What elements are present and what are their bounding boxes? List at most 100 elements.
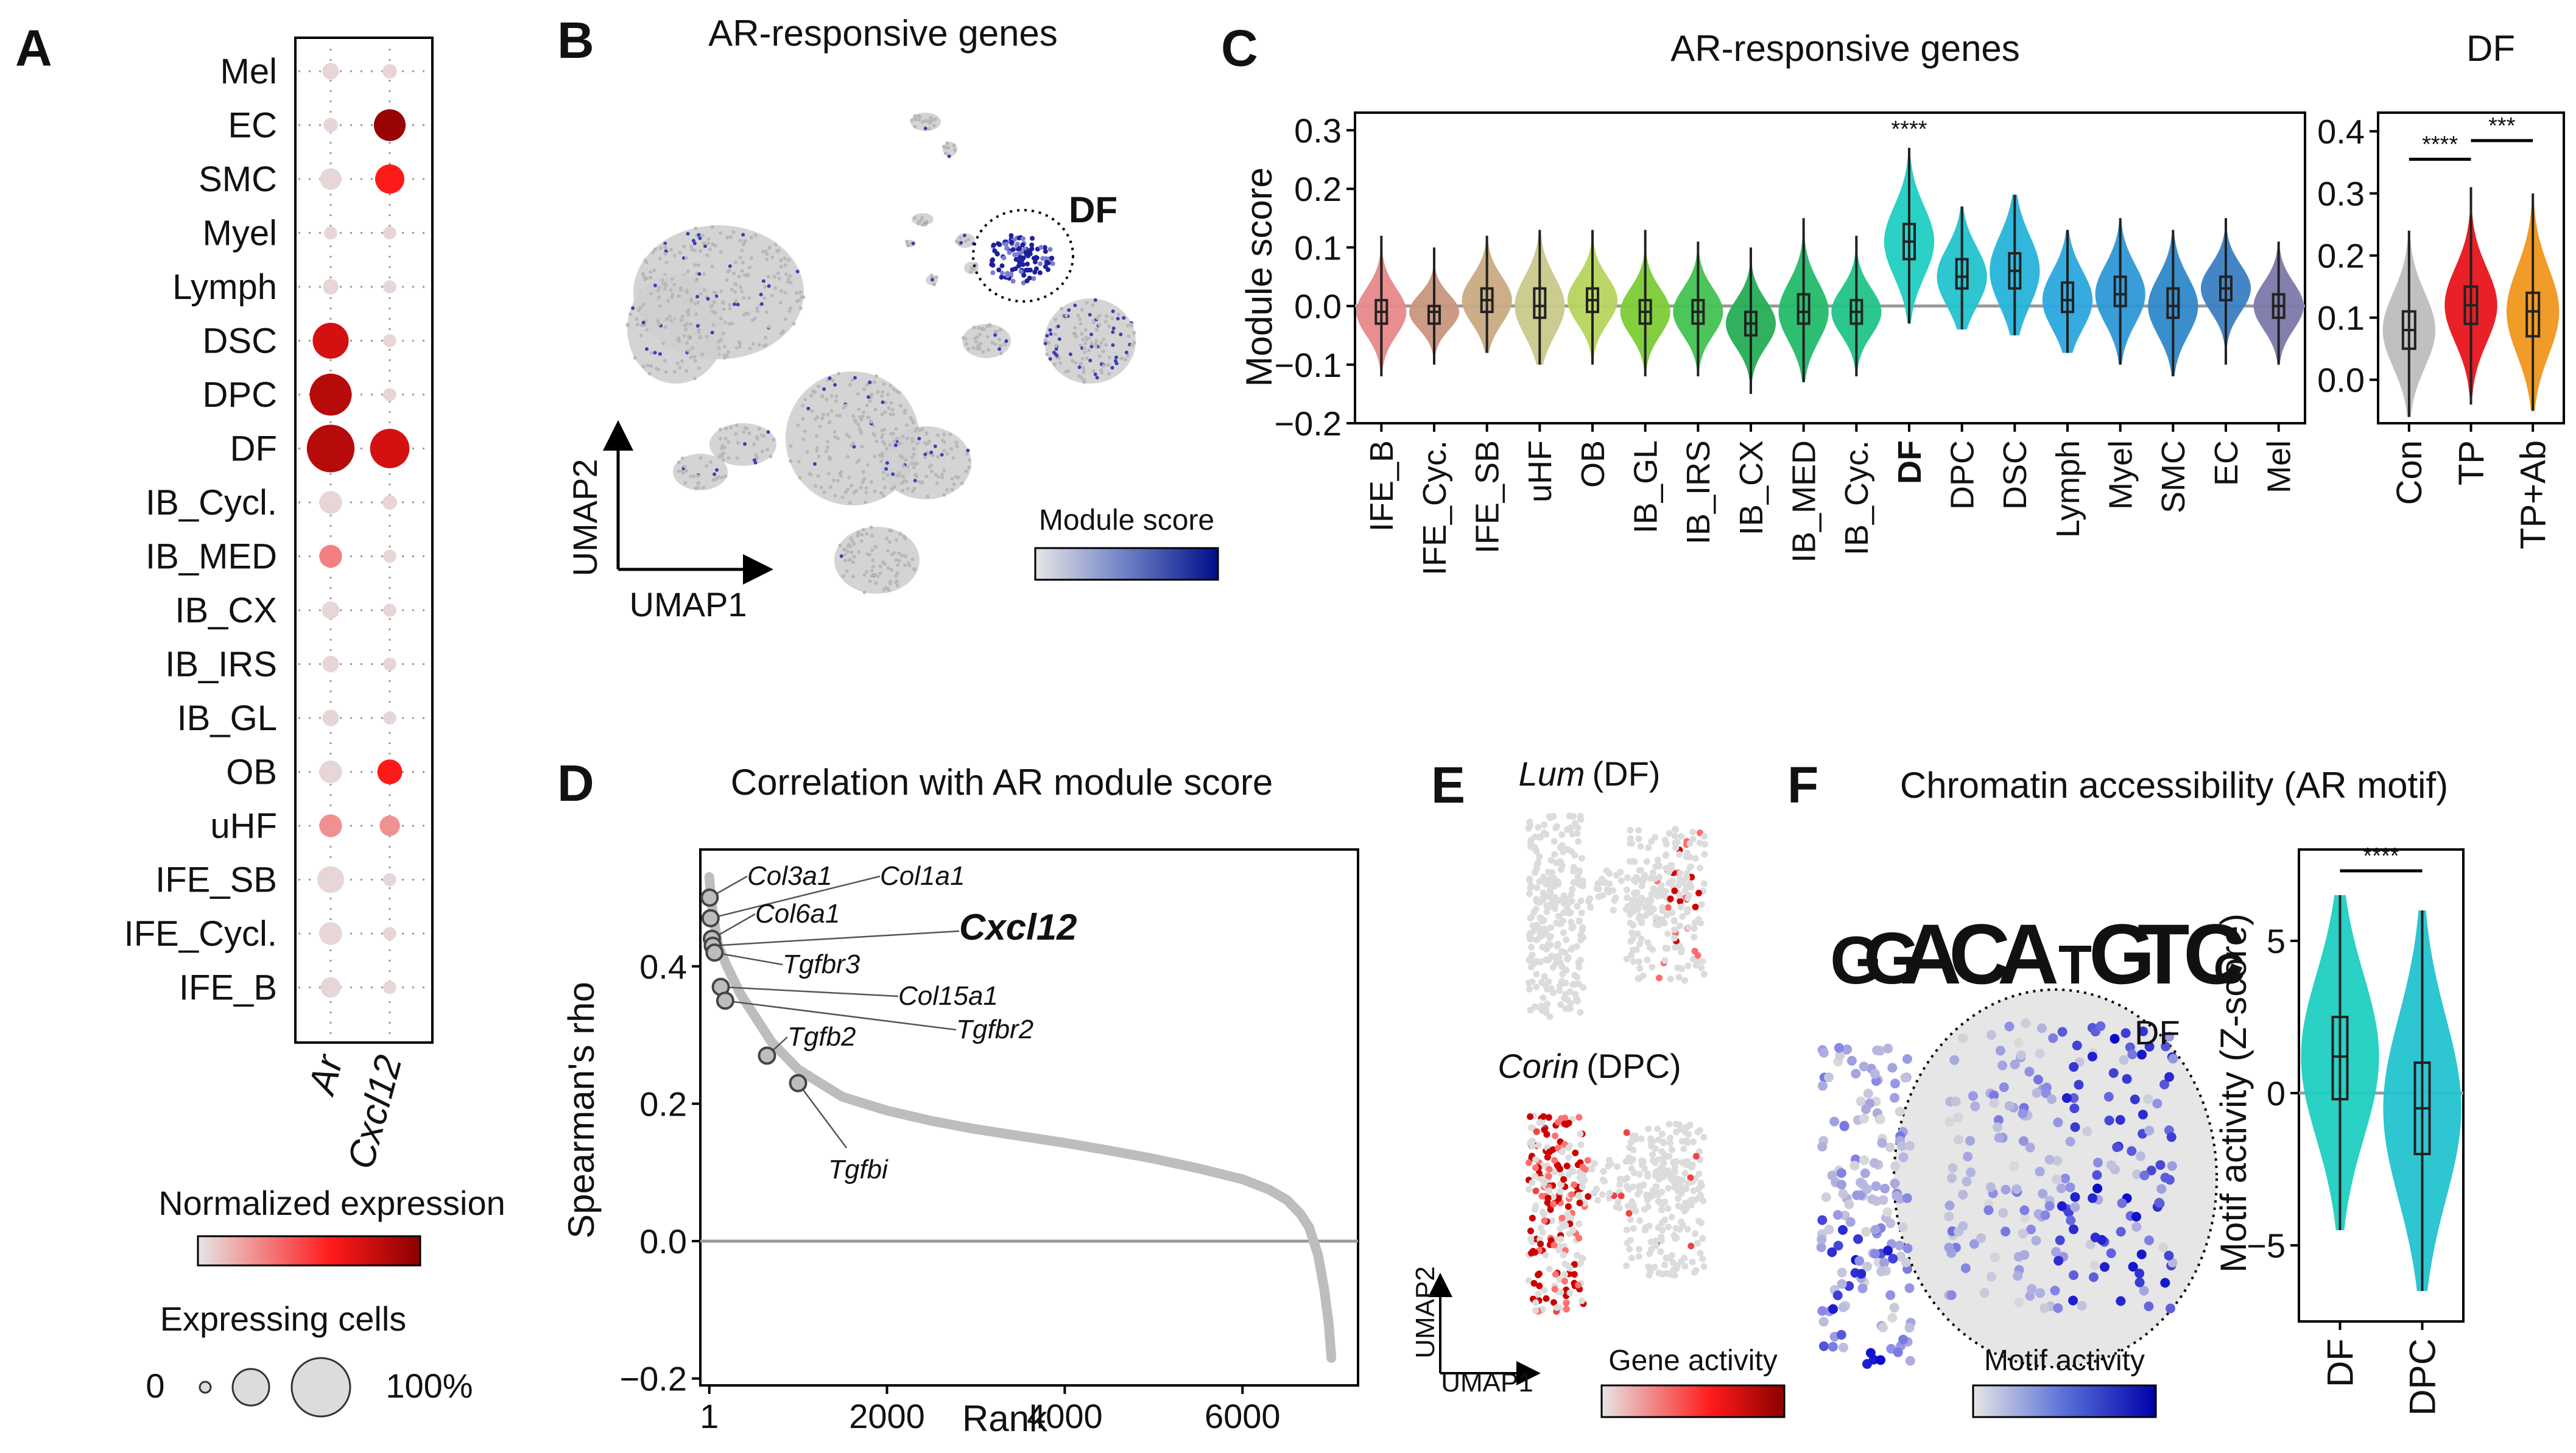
gene-activity-point bbox=[1697, 1219, 1705, 1226]
gene-activity-point bbox=[1627, 1139, 1635, 1146]
gene-activity-point bbox=[1531, 834, 1538, 840]
gene-activity-point bbox=[1551, 851, 1558, 858]
motif-activity-point bbox=[2119, 1055, 2129, 1065]
motif-letter: A bbox=[1900, 906, 1962, 1002]
motif-activity-point bbox=[1958, 1221, 1968, 1231]
plot-frame bbox=[1354, 111, 2306, 424]
umap-cell-point bbox=[809, 393, 814, 398]
motif-activity-point bbox=[1842, 1044, 1853, 1055]
df-cell-point bbox=[990, 258, 995, 264]
umap-cell-point bbox=[734, 283, 738, 287]
gene-activity-point bbox=[1531, 1249, 1538, 1256]
umap-cell-point bbox=[885, 447, 889, 451]
gene-activity-point bbox=[1565, 1144, 1572, 1152]
umap-cell-point bbox=[711, 323, 716, 327]
gene-activity-point bbox=[1558, 862, 1566, 869]
umap-cell-point bbox=[910, 461, 915, 465]
gene-activity-point bbox=[1545, 1172, 1552, 1180]
motif-activity-point bbox=[2010, 1059, 2020, 1069]
gene-activity-point bbox=[1594, 1197, 1602, 1204]
umap-cell-point bbox=[1064, 314, 1068, 318]
umap-cell-point bbox=[796, 423, 800, 427]
df-cell-point bbox=[989, 262, 994, 267]
gene-activity-point bbox=[1544, 1001, 1551, 1007]
umap-cell-point bbox=[944, 151, 948, 155]
umap-cell-point bbox=[966, 347, 971, 351]
motif-activity-point bbox=[2156, 1184, 2167, 1194]
umap-cell-point bbox=[912, 465, 916, 470]
gene-activity-point bbox=[1644, 1172, 1652, 1180]
motif-activity-point bbox=[1898, 1334, 1909, 1345]
umap-cell-point bbox=[657, 295, 661, 299]
umap-cell-point bbox=[930, 278, 934, 282]
umap-cell-point bbox=[913, 118, 918, 122]
umap-cell-point bbox=[822, 490, 826, 494]
gene-activity-point bbox=[1527, 1113, 1534, 1121]
motif-activity-point bbox=[2026, 1225, 2036, 1234]
umap-cell-point bbox=[873, 454, 877, 459]
umap-cell-point bbox=[856, 530, 860, 535]
gene-activity-point bbox=[1623, 1262, 1630, 1269]
motif-letter: G bbox=[2089, 906, 2155, 1002]
x-category-label: EC bbox=[2208, 440, 2245, 486]
umap-cell-point bbox=[857, 426, 862, 431]
df-cell-point bbox=[1049, 255, 1055, 261]
motif-activity-point bbox=[1895, 1240, 1905, 1251]
x-category-label: IB_GL bbox=[1628, 440, 1664, 533]
gene-activity-point bbox=[1685, 892, 1692, 899]
y-tick-label: −0.2 bbox=[1274, 404, 1342, 443]
umap-cell-point bbox=[705, 253, 709, 258]
gene-activity-point bbox=[1569, 831, 1576, 838]
motif-activity-point bbox=[2106, 1160, 2116, 1170]
motif-activity-point bbox=[2137, 1049, 2147, 1060]
umap-cell-point bbox=[1085, 356, 1089, 361]
gene-activity-point bbox=[1558, 1149, 1566, 1156]
umap-cell-point bbox=[952, 143, 956, 147]
gene-activity-point bbox=[1624, 894, 1631, 901]
umap-cell-point bbox=[755, 309, 759, 313]
motif-activity-point bbox=[1834, 1043, 1844, 1053]
umap-cell-point bbox=[920, 120, 924, 124]
motif-activity-point bbox=[2096, 1021, 2106, 1032]
gene-activity-point bbox=[1636, 965, 1644, 972]
umap-cell-point bbox=[1132, 341, 1136, 345]
df-cell-point bbox=[999, 275, 1004, 280]
motif-activity-point bbox=[1857, 1283, 1868, 1293]
umap-cell-point bbox=[864, 486, 868, 490]
umap-cell-point bbox=[904, 458, 908, 462]
gene-activity-point bbox=[1568, 891, 1575, 898]
gene-activity-point bbox=[1630, 935, 1637, 942]
umap-cell-point bbox=[649, 275, 653, 280]
umap-cell-point bbox=[767, 245, 772, 249]
umap-cell-point bbox=[826, 440, 830, 444]
gene-activity-point bbox=[1562, 895, 1569, 902]
gene-activity-point bbox=[1579, 878, 1586, 885]
gene-activity-point bbox=[1674, 964, 1681, 971]
umap-cell-point bbox=[795, 269, 800, 273]
umap-cell-point bbox=[719, 250, 723, 254]
umap-cell-point bbox=[658, 286, 662, 290]
gene-activity-point bbox=[1659, 1173, 1667, 1181]
gene-activity-point bbox=[1561, 966, 1569, 973]
row-label: Mel bbox=[220, 52, 277, 91]
motif-letter: T bbox=[2138, 906, 2190, 1002]
expression-dot bbox=[383, 927, 396, 940]
motif-activity-point bbox=[1895, 1194, 1906, 1204]
umap-cell-point bbox=[854, 488, 858, 493]
motif-activity-point bbox=[2070, 1192, 2080, 1202]
umap-cell-point bbox=[1101, 337, 1105, 342]
gene-activity-point bbox=[1605, 888, 1613, 896]
motif-activity-point bbox=[2009, 1161, 2019, 1171]
umap-cell-point bbox=[882, 485, 887, 490]
umap-cell-point bbox=[901, 434, 905, 438]
gene-activity-point bbox=[1550, 1200, 1557, 1208]
gene-activity-point bbox=[1639, 878, 1647, 885]
gene-activity-point bbox=[1637, 867, 1644, 874]
gene-activity-point bbox=[1551, 893, 1558, 901]
legend-size-title: Expressing cells bbox=[160, 1300, 407, 1338]
umap-cell-point bbox=[660, 278, 664, 283]
gene-activity-legend-bar bbox=[1600, 1384, 1786, 1418]
df-cell-point bbox=[1031, 276, 1036, 281]
umap-cell-point bbox=[893, 443, 898, 448]
gene-activity-point bbox=[1638, 1135, 1645, 1142]
